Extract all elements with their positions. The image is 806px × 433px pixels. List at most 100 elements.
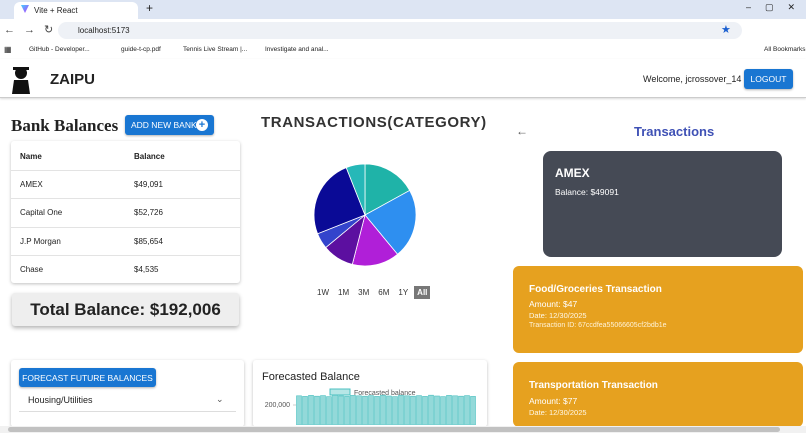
- category-dropdown[interactable]: [19, 390, 236, 412]
- bookmark-star[interactable]: ★: [721, 24, 731, 36]
- bar: [434, 395, 440, 425]
- pie-slice: [364, 163, 411, 216]
- bar: [422, 396, 428, 425]
- transaction-title: Food/Groceries Transaction: [529, 284, 662, 295]
- filter-button[interactable]: 1W: [317, 288, 329, 297]
- forecast-title: Forecasted Balance: [262, 371, 360, 383]
- bar: [308, 395, 314, 425]
- bookmark[interactable]: Tennis Live Stream |...: [183, 46, 248, 53]
- filter-button[interactable]: 3M: [358, 288, 370, 297]
- row-divider: [11, 226, 240, 228]
- bar: [380, 394, 386, 425]
- bank-title: Bank Balances: [11, 116, 119, 135]
- cell: $49,091: [134, 180, 163, 189]
- add-bank-button[interactable]: ADD NEW BANK: [125, 115, 214, 135]
- transaction-amount: Amount: $77: [529, 396, 578, 406]
- bar: [320, 395, 326, 425]
- time-filters: 1W 1M 3M 6M 1Y All: [314, 286, 431, 299]
- bar: [410, 395, 416, 425]
- back-arrow[interactable]: ←: [516, 124, 528, 138]
- tab[interactable]: Vite + React: [14, 2, 138, 19]
- transaction-id: Transaction ID: 67ccdfea55066605cf2bdb1e: [529, 322, 667, 329]
- account-card: [543, 151, 782, 257]
- bar: [296, 395, 302, 425]
- transaction-amount: Amount: $47: [529, 299, 578, 309]
- add-icon: +: [196, 119, 208, 131]
- cell: $85,654: [134, 236, 163, 246]
- cell: Chase: [20, 264, 44, 274]
- bookmark[interactable]: guide-t-cp.pdf: [121, 46, 161, 53]
- cell: J.P Morgan: [20, 236, 61, 246]
- new-tab[interactable]: +: [146, 1, 154, 15]
- cell: $52,726: [134, 208, 163, 218]
- bar: [464, 395, 470, 425]
- logo: [12, 67, 30, 94]
- transactions-title: Transactions: [634, 124, 715, 139]
- transaction-card[interactable]: [513, 266, 803, 353]
- window-controls[interactable]: –▢✕: [746, 2, 806, 12]
- bar: [338, 395, 344, 425]
- bar: [428, 394, 434, 425]
- forecast-button[interactable]: FORECAST FUTURE BALANCES: [19, 368, 156, 387]
- transaction-date: Date: 12/30/2025: [529, 311, 587, 320]
- pie-title: TRANSACTIONS(CATEGORY): [261, 114, 487, 131]
- cell: $4,535: [134, 264, 159, 274]
- filter-button[interactable]: 1Y: [398, 288, 409, 297]
- pie-slice: [313, 167, 366, 235]
- tab-strip: [0, 0, 806, 19]
- bar: [416, 395, 422, 425]
- account-balance: Balance: $49091: [555, 187, 619, 197]
- bookmark[interactable]: GitHub - Developer...: [29, 46, 90, 53]
- bar: [404, 395, 410, 425]
- bar: [332, 394, 338, 425]
- transaction-date: Date: 12/30/2025: [529, 408, 587, 417]
- bar: [440, 396, 446, 425]
- row-divider: [11, 198, 240, 200]
- pie-slice: [364, 189, 417, 255]
- address-bar[interactable]: [58, 22, 742, 39]
- column-header: Balance: [134, 152, 165, 161]
- bar: [326, 396, 332, 425]
- row-divider: [11, 254, 240, 256]
- bar: [398, 395, 404, 425]
- total-box: Total Balance: $192,006: [12, 293, 239, 326]
- bar: [470, 396, 476, 425]
- filter-button[interactable]: All: [414, 286, 431, 299]
- category: Housing/Utilities: [28, 395, 93, 405]
- tab-icon: [21, 5, 29, 13]
- cell: AMEX: [20, 180, 43, 189]
- logout-button[interactable]: LOGOUT: [744, 69, 793, 89]
- pie-slice: [345, 163, 366, 216]
- bar: [368, 395, 374, 425]
- bar: [458, 395, 464, 425]
- bar: [356, 395, 362, 425]
- row-divider: [11, 170, 240, 171]
- y-tick-label: 200,000: [265, 402, 290, 409]
- bar: [446, 395, 452, 425]
- label: ADD NEW BANK: [131, 120, 197, 130]
- pie-chart: [313, 163, 417, 267]
- account-name: AMEX: [555, 166, 590, 180]
- bar: [314, 395, 320, 425]
- filter-button[interactable]: 6M: [378, 288, 390, 297]
- apps-icon[interactable]: ▦: [4, 45, 12, 54]
- chevron: ⌄: [216, 394, 224, 404]
- transaction-card[interactable]: [513, 362, 803, 427]
- bar: [362, 395, 368, 425]
- bar: [350, 395, 356, 425]
- bar: [452, 395, 458, 425]
- legend-swatch: [329, 388, 351, 396]
- cell: Capital One: [20, 208, 63, 218]
- pie-slice: [351, 214, 399, 267]
- scroll-thumb[interactable]: [8, 427, 780, 432]
- app-header: [0, 59, 806, 98]
- bar: [386, 395, 392, 425]
- bookmark[interactable]: Investigate and anal...: [265, 46, 329, 53]
- filter-button[interactable]: 1M: [338, 288, 350, 297]
- all-bookmarks[interactable]: All Bookmarks: [764, 46, 806, 53]
- forecast-chart: Forecasted balance 200,000: [265, 388, 476, 425]
- transaction-title: Transportation Transaction: [529, 380, 658, 391]
- nav-buttons[interactable]: ←→↻: [4, 24, 63, 36]
- url: localhost:5173: [78, 26, 130, 35]
